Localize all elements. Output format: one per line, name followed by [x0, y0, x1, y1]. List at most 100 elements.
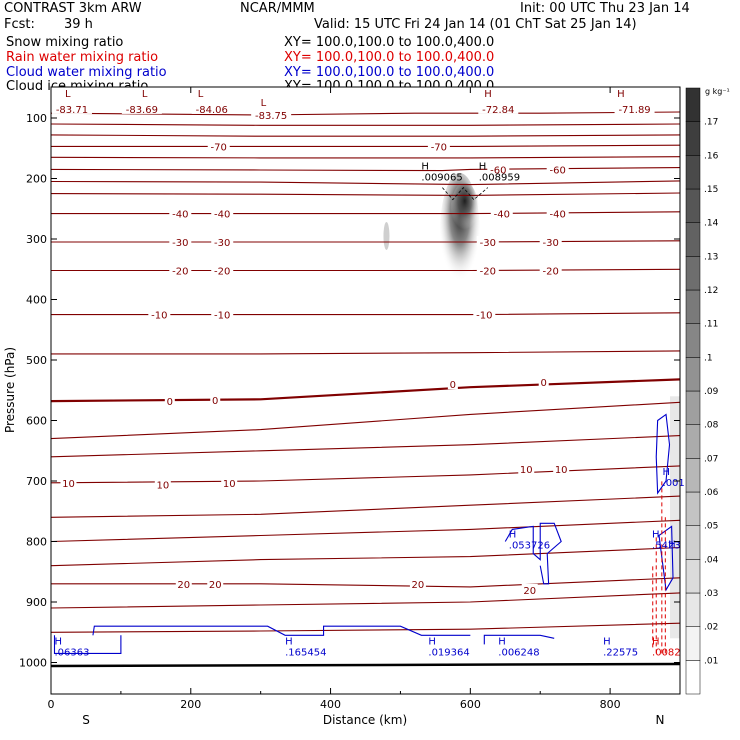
cloud-water-contour — [658, 525, 674, 592]
init-time: Init: 00 UTC Thu 23 Jan 14 — [520, 1, 690, 16]
extremum-mark: H — [428, 636, 436, 647]
y-axis-label: Pressure (hPa) — [3, 347, 17, 433]
snow-contours — [442, 186, 489, 201]
contour-label-bg — [175, 577, 192, 589]
colorbar-swatch — [685, 121, 701, 156]
contour-label-bg — [409, 577, 426, 589]
temperature-contour-line — [50, 546, 681, 567]
contour-label-bg — [427, 140, 450, 152]
temperature-contour-label: 10 — [520, 465, 533, 476]
cloud-water-contour — [53, 635, 122, 654]
x-end-south: S — [82, 713, 90, 727]
temperature-contour-label: -10 — [476, 311, 492, 322]
y-tick-label: 200 — [26, 173, 47, 186]
contour-label-bg — [191, 102, 232, 114]
temperature-contour-label: -30 — [214, 238, 230, 249]
contour-label-bg — [251, 108, 292, 120]
contour-label-bg — [60, 476, 77, 488]
temperature-contour-label: 0 — [541, 378, 547, 389]
colorbar: .01 .02 .03 .04 .05 .06 .07 .08 .09 .1 .11 .12 .13 .1… — [685, 87, 719, 695]
model-title: CONTRAST 3km ARW — [4, 1, 142, 16]
field-cloudwater-xy: XY= 100.0,100.0 to 100.0,400.0 — [284, 65, 495, 80]
contour-label-bg — [487, 163, 510, 175]
contour-label-bg — [169, 207, 192, 219]
temperature-contour-label: 10 — [62, 479, 75, 490]
temperature-contour-line — [50, 156, 681, 159]
colorbar-label: .05 — [704, 522, 718, 532]
temperature-contour-line — [50, 495, 681, 518]
snow-right-edge — [670, 396, 680, 639]
colorbar-label: .09 — [704, 387, 719, 397]
colorbar-label: .17 — [704, 118, 718, 128]
contour-label-bg — [539, 236, 562, 248]
temperature-contour-label: 0 — [167, 397, 173, 408]
temperature-contour-label: 10 — [156, 481, 169, 492]
temperature-contour-line — [50, 134, 681, 137]
plot-frame — [50, 86, 681, 695]
extremum-mark: H — [617, 89, 625, 100]
extremum-mark: H — [652, 529, 660, 540]
contour-label-bg — [164, 395, 175, 407]
temperature-contour-label: 20 — [209, 580, 222, 591]
extremum-value: .06363 — [54, 647, 89, 658]
temperature-contour-line — [50, 111, 681, 116]
colorbar-swatch — [685, 424, 701, 459]
contour-label-bg — [614, 102, 655, 114]
plot-area — [51, 87, 680, 694]
contour-label-bg — [169, 236, 192, 248]
extremum-value: .001 — [663, 478, 685, 489]
extremum-mark: H — [285, 636, 293, 647]
extremum-value: .165454 — [285, 647, 326, 658]
temperature-contour-label: 10 — [223, 479, 236, 490]
colorbar-label: .11 — [704, 320, 718, 330]
cloud-water-contours — [53, 413, 674, 654]
colorbar-swatch — [685, 559, 701, 594]
contour-label-bg — [148, 308, 171, 320]
colorbar-swatch — [685, 491, 701, 526]
temperature-contour-label: -30 — [543, 238, 559, 249]
x-tick-label: 600 — [460, 698, 481, 711]
colorbar-label: .1 — [704, 353, 713, 363]
forecast-hours: 39 h — [64, 17, 93, 32]
y-tick-label: 1000 — [19, 657, 47, 670]
temperature-contour-line — [50, 519, 681, 543]
temperature-contour-labels: -83.71 -83.69 -84.06 -83.75 -72.84 -71.89 -70 -… — [51, 102, 655, 597]
snow-contour — [442, 186, 489, 201]
temperature-contour-line — [50, 622, 681, 633]
contour-label-bg — [473, 308, 496, 320]
temperature-contour-label: -71.89 — [618, 105, 650, 116]
field-cloudwater-name: Cloud water mixing ratio — [6, 65, 167, 80]
extremum-mark: L — [65, 89, 71, 100]
temperature-contours — [50, 111, 681, 633]
colorbar-swatch — [685, 323, 701, 358]
colorbar-label: .06 — [704, 488, 719, 498]
extremum-mark: L — [142, 89, 148, 100]
cloud-water-contour — [655, 413, 671, 495]
extremum-mark: L — [261, 98, 267, 109]
temperature-contour-line — [51, 350, 681, 355]
colorbar-swatch — [685, 626, 701, 661]
temperature-contour-label: -70 — [211, 142, 227, 153]
colorbar-label: .08 — [704, 421, 719, 431]
extremum-mark: L — [198, 89, 204, 100]
extremum-value: .22575 — [603, 647, 638, 658]
field-rain-name: Rain water mixing ratio — [6, 50, 159, 65]
colorbar-swatch — [685, 660, 701, 695]
temperature-contour-line — [51, 211, 681, 215]
extremum-mark: H — [663, 467, 671, 478]
contour-label-bg — [546, 207, 569, 219]
contour-label-bg — [51, 102, 92, 114]
y-tick-label: 500 — [26, 354, 47, 367]
contour-label-bg — [476, 236, 499, 248]
x-tick-label: 400 — [320, 698, 341, 711]
field-snow-xy: XY= 100.0,100.0 to 100.0,400.0 — [284, 35, 495, 50]
temperature-contour-label: -20 — [543, 266, 559, 277]
y-tick-label: 800 — [26, 536, 47, 549]
extrema-labels: L L LLH HH.009065H.008959H.06363H.165454H.0… — [54, 89, 684, 659]
colorbar-swatch — [685, 390, 701, 425]
y-tick-label: 600 — [26, 415, 47, 428]
contour-label-bg — [478, 102, 519, 114]
colorbar-swatch — [685, 289, 701, 324]
temperature-contour-label: -72.84 — [482, 105, 514, 116]
contour-label-bg — [539, 264, 562, 276]
